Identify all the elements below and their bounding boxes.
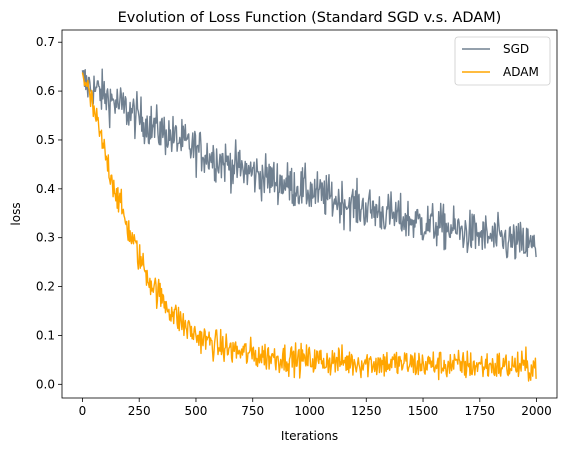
y-tick-label: 0.0 — [36, 377, 55, 391]
x-tick-label: 750 — [241, 404, 264, 418]
legend: SGD ADAM — [454, 36, 551, 86]
series-line-sgd — [81, 68, 537, 260]
x-tick-label: 0 — [79, 404, 87, 418]
y-tick-label: 0.6 — [36, 84, 55, 98]
legend-label-adam: ADAM — [503, 65, 539, 79]
y-axis: 0.0 0.1 0.2 0.3 0.4 0.5 0.6 0.7 — [36, 35, 62, 391]
x-tick-label: 1500 — [408, 404, 439, 418]
x-tick-label: 1250 — [351, 404, 382, 418]
y-tick-label: 0.7 — [36, 35, 55, 49]
x-tick-label: 500 — [185, 404, 208, 418]
y-tick-label: 0.2 — [36, 280, 55, 294]
x-tick-label: 1750 — [465, 404, 496, 418]
legend-label-sgd: SGD — [503, 42, 529, 56]
plot-background — [62, 30, 557, 398]
y-tick-label: 0.1 — [36, 328, 55, 342]
y-tick-label: 0.3 — [36, 231, 55, 245]
x-axis: 0 250 500 750 1000 1250 1500 1750 2000 — [79, 398, 552, 418]
y-tick-label: 0.5 — [36, 133, 55, 147]
series-line-adam — [81, 72, 537, 382]
x-axis-label: Iterations — [281, 429, 338, 443]
x-tick-label: 2000 — [521, 404, 552, 418]
y-tick-label: 0.4 — [36, 182, 55, 196]
x-tick-label: 1000 — [294, 404, 325, 418]
series-layer — [81, 68, 537, 382]
chart-title: Evolution of Loss Function (Standard SGD… — [118, 10, 502, 26]
y-axis-label: loss — [9, 202, 23, 225]
x-tick-label: 250 — [128, 404, 151, 418]
